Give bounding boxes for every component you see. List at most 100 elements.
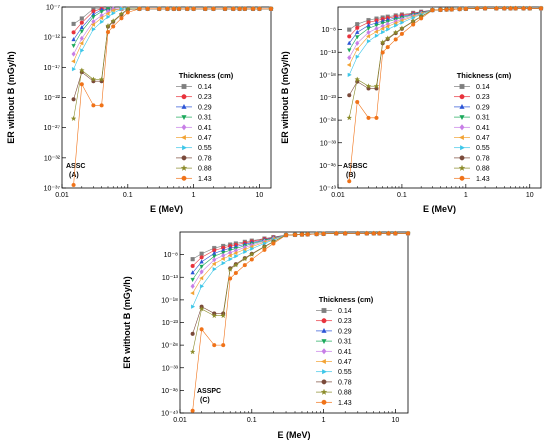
legend-item: 0.41 (316, 348, 352, 356)
data-point (105, 30, 111, 35)
data-point (377, 231, 382, 236)
y-tick-label: 10⁻³⁸ (161, 388, 178, 395)
data-point (292, 232, 298, 237)
data-point (438, 7, 443, 12)
series-line (192, 233, 408, 273)
data-point (98, 76, 105, 82)
x-tick-label: 0.1 (123, 192, 133, 199)
y-tick-label: 10⁻⁸ (322, 27, 336, 34)
data-point (79, 29, 84, 34)
data-point (71, 59, 76, 64)
legend-marker (459, 84, 465, 89)
data-point (508, 6, 513, 11)
data-point (393, 231, 398, 236)
data-point (199, 251, 204, 256)
data-point (90, 22, 95, 27)
legend-item: 0.29 (316, 327, 352, 335)
data-point (373, 29, 379, 34)
y-tick-label: 10⁻¹⁷ (44, 65, 61, 72)
data-point (463, 6, 468, 11)
data-point (355, 25, 360, 30)
data-point (262, 247, 267, 252)
data-point (249, 251, 255, 257)
legend-marker (459, 175, 465, 181)
legend-label: 0.29 (338, 328, 352, 335)
data-point (374, 33, 379, 38)
legend-label: 0.41 (198, 125, 212, 132)
x-tick-label: 0.1 (397, 192, 407, 199)
data-point (228, 276, 233, 281)
data-point (483, 6, 488, 11)
legend-item: 0.55 (316, 369, 352, 376)
data-point (199, 327, 204, 332)
data-point (125, 6, 131, 12)
data-point (71, 37, 76, 42)
legend-marker (321, 318, 327, 324)
data-point (71, 97, 76, 102)
data-point (191, 6, 196, 11)
y-axis-label: ER without B (mGy/h) (280, 51, 290, 144)
data-point (79, 25, 84, 30)
y-tick-label: 10⁻¹⁸ (319, 72, 336, 79)
data-point (199, 264, 204, 269)
data-point (381, 29, 386, 35)
data-point (242, 255, 248, 262)
data-point (79, 41, 84, 46)
legend-item: 0.14 (316, 308, 352, 315)
data-point (79, 20, 84, 25)
data-point (190, 283, 195, 289)
data-point (366, 29, 371, 36)
data-point (227, 266, 233, 272)
data-point (513, 6, 518, 11)
legend: Thickness (cm) 0.14 0.23 0.29 0.31 0.41 0.47 0.… (176, 71, 234, 183)
panel-name: ASSC (66, 163, 85, 170)
data-point (405, 231, 411, 236)
legend-marker (321, 327, 327, 333)
y-tick-label: 10⁻⁷ (46, 5, 60, 12)
data-point (355, 29, 360, 34)
legend-marker (180, 164, 188, 171)
data-point (334, 231, 339, 236)
x-tick-label: 1 (464, 192, 468, 199)
legend-item: 0.23 (454, 94, 490, 101)
series-line (348, 8, 541, 182)
data-point (250, 246, 255, 251)
legend-title: Thickness (cm) (179, 71, 234, 80)
data-point (411, 15, 416, 20)
legend-label: 0.29 (476, 104, 490, 111)
legend-label: 1.43 (338, 400, 352, 407)
series-0.41 (71, 6, 274, 57)
legend-marker (321, 379, 327, 385)
data-point (347, 48, 352, 53)
data-point (71, 30, 76, 35)
data-point (364, 231, 369, 236)
data-point (80, 48, 85, 53)
x-tick-label: 10 (391, 417, 399, 424)
series-line (73, 8, 271, 186)
data-point (394, 23, 399, 28)
x-axis-label: E (MeV) (150, 204, 183, 214)
data-point (231, 6, 236, 11)
legend-item: 0.41 (454, 124, 490, 132)
data-point (384, 35, 391, 41)
legend-label: 0.55 (476, 145, 490, 152)
data-point (373, 83, 380, 89)
data-point (222, 6, 228, 11)
series-0.55 (191, 231, 411, 309)
data-point (365, 34, 371, 39)
data-point (211, 261, 216, 267)
legend-label: 0.23 (476, 94, 490, 101)
legend-item: 0.47 (176, 134, 212, 142)
series-line (192, 233, 408, 287)
data-point (190, 277, 195, 283)
legend-marker (321, 308, 327, 313)
legend-item: 0.78 (316, 379, 352, 386)
x-tick-label: 0.01 (173, 417, 187, 424)
legend-label: 0.14 (476, 84, 490, 91)
data-point (190, 331, 195, 336)
data-point (321, 231, 326, 236)
legend-item: 1.43 (316, 400, 352, 407)
data-point (347, 179, 352, 184)
legend-item: 0.31 (454, 115, 490, 122)
series-line (73, 8, 271, 62)
